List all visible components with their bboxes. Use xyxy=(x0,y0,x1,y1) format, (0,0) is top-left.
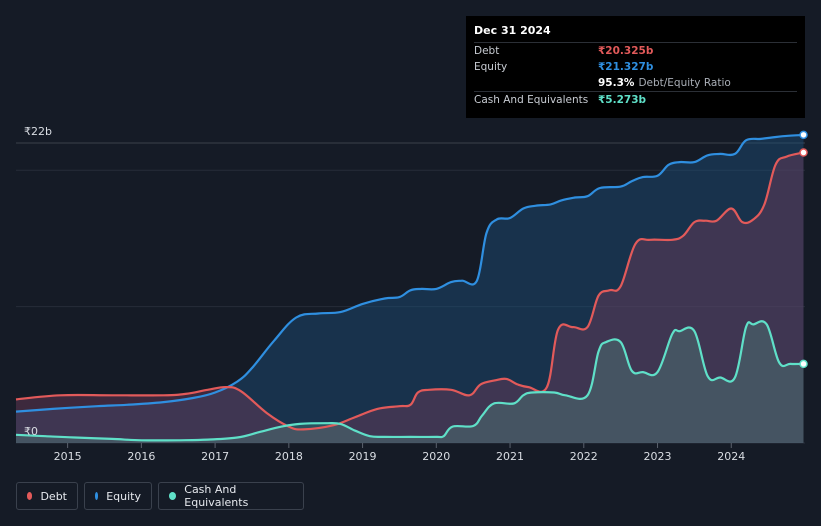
tooltip-label: Equity xyxy=(474,61,508,73)
tooltip-label: Cash And Equivalents xyxy=(474,94,589,106)
legend-item-cash[interactable]: Cash And Equivalents xyxy=(158,482,304,510)
x-tick-label: 2024 xyxy=(717,450,745,463)
tooltip-label: Debt xyxy=(474,45,500,57)
x-tick-label: 2015 xyxy=(54,450,82,463)
series-areas xyxy=(16,134,804,444)
legend-label: Equity xyxy=(106,489,141,503)
tooltip-value-cash: ₹5.273b xyxy=(598,94,647,106)
area-cash-and-equivalents xyxy=(16,321,804,443)
marker-cash-and-equivalents xyxy=(799,359,808,369)
x-tick-label: 2019 xyxy=(349,450,377,463)
line-cash-and-equivalents xyxy=(15,320,804,442)
x-tick-label: 2017 xyxy=(201,450,229,463)
tooltip-row-equity: Equity ₹21.327b xyxy=(474,59,797,75)
legend-item-debt[interactable]: Debt xyxy=(16,482,78,510)
x-tick-label: 2020 xyxy=(422,450,450,463)
y-tick-label-zero: ₹0 xyxy=(24,425,38,438)
tooltip-ratio-caption: Debt/Equity Ratio xyxy=(638,77,731,89)
y-tick-label-top: ₹22b xyxy=(24,125,52,138)
legend-label: Cash And Equivalents xyxy=(184,483,249,509)
tooltip: Dec 31 2024 Debt ₹20.325b Equity ₹21.327… xyxy=(466,16,805,118)
tooltip-label xyxy=(474,75,598,91)
line-equity xyxy=(15,133,804,413)
x-tick-label: 2022 xyxy=(570,450,598,463)
marker-equity xyxy=(799,130,808,140)
x-tick-label: 2021 xyxy=(496,450,524,463)
tooltip-row-ratio: 95.3% Debt/Equity Ratio xyxy=(474,75,797,91)
tooltip-row-debt: Debt ₹20.325b xyxy=(474,42,797,59)
tooltip-value-equity: ₹21.327b xyxy=(598,61,654,73)
area-equity xyxy=(16,134,804,444)
marker-debt xyxy=(799,148,808,157)
legend-label: Debt xyxy=(40,489,67,503)
tooltip-date: Dec 31 2024 xyxy=(474,24,551,37)
legend-dot xyxy=(169,492,177,500)
end-markers xyxy=(799,130,808,369)
tooltip-row-cash: Cash And Equivalents ₹5.273b xyxy=(474,91,797,108)
legend-item-equity[interactable]: Equity xyxy=(84,482,152,510)
x-axis: 2015 2016 2017 2018 2019 2020 2021 2022 2023 2024 xyxy=(54,443,745,463)
legend-dot xyxy=(95,492,99,500)
tooltip-value-ratio: 95.3% xyxy=(598,77,635,89)
series-lines xyxy=(15,133,804,442)
tooltip-value-debt: ₹20.325b xyxy=(598,45,654,57)
area-debt xyxy=(16,152,804,443)
x-tick-label: 2016 xyxy=(127,450,155,463)
x-tick-label: 2023 xyxy=(644,450,672,463)
legend-dot xyxy=(27,492,33,500)
gridlines xyxy=(16,142,805,444)
x-tick-label: 2018 xyxy=(275,450,303,463)
line-debt xyxy=(15,151,804,431)
